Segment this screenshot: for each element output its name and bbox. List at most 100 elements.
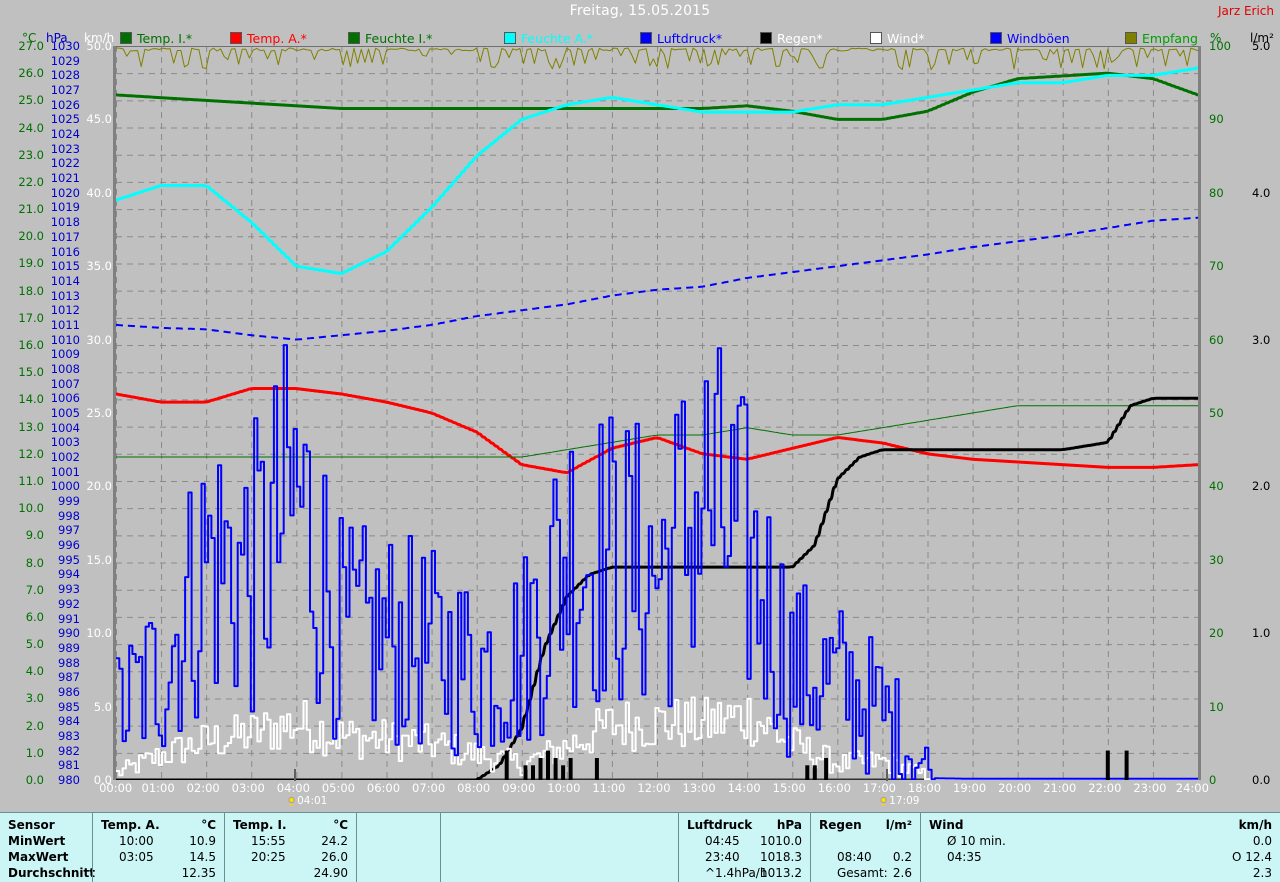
rain-bar	[812, 765, 817, 780]
legend-regen-swatch	[760, 32, 772, 44]
legend-windboeen[interactable]: Windböen	[990, 30, 1070, 46]
axis-tick-label: 2.0	[1252, 479, 1271, 494]
axis-tick-label: 997	[58, 523, 80, 538]
table-cell-value: 2.6	[892, 866, 912, 880]
axis-tick-label: 1004	[50, 420, 80, 435]
time-tick-label: 20:00	[998, 781, 1032, 795]
legend-windboeen-label: Windböen	[1007, 30, 1070, 46]
axis-caption-humidity: %	[1210, 31, 1222, 45]
axis-tick-label: 3.0	[1252, 332, 1271, 347]
legend-empfang[interactable]: Empfang	[1125, 30, 1198, 46]
axis-tick-label: 4.0	[1252, 185, 1271, 200]
sunset-marker: 17:09	[878, 795, 919, 807]
table-cell-value: l/m²	[885, 818, 912, 832]
axis-tick-label: 995	[58, 552, 80, 567]
legend-temp-innen-label: Temp. I.*	[137, 30, 193, 46]
table-cell-value: °C	[333, 818, 348, 832]
axis-tick-label: 999	[58, 494, 80, 509]
axis-tick-label: 6.0	[25, 609, 44, 624]
page-title: Freitag, 15.05.2015	[569, 3, 711, 19]
axis-tick-label: 35.0	[86, 259, 112, 274]
legend-luftdruck[interactable]: Luftdruck*	[640, 30, 722, 46]
time-tick-label: 24:00	[1175, 781, 1209, 795]
table-row-labels: Sensor MinWert MaxWert Durchschnitt	[0, 813, 95, 882]
rain-bar	[824, 758, 829, 780]
legend-temp-aussen[interactable]: Temp. A.*	[230, 30, 307, 46]
table-cell-time: Regen	[819, 818, 862, 832]
time-tick-label: 19:00	[953, 781, 987, 795]
table-cell-time: 23:40	[705, 850, 740, 864]
table-cell-time: 15:55	[251, 834, 286, 848]
rain-bar	[561, 765, 566, 780]
axis-tick-label: 8.0	[25, 555, 44, 570]
axis-tick-label: 996	[58, 538, 80, 553]
axis-tick-label: 13.0	[18, 419, 44, 434]
table-cell-time: Temp. A.	[101, 818, 160, 832]
axis-tick-label: 1024	[50, 127, 80, 142]
axis-caption-wind: km/h	[84, 31, 115, 45]
legend-feuchte-innen[interactable]: Feuchte I.*	[348, 30, 432, 46]
table-cell-value: 1018.3	[760, 850, 802, 864]
axis-tick-label: 10.0	[86, 626, 112, 641]
table-cell-time: 20:25	[251, 850, 286, 864]
axis-tick-label: 24.0	[18, 120, 44, 135]
axis-tick-label: 986	[58, 684, 80, 699]
table-cell-value: 0.0	[1252, 834, 1272, 848]
time-tick-label: 06:00	[366, 781, 401, 795]
axis-tick-label: 14.0	[18, 392, 44, 407]
axis-tick-label: 70	[1209, 259, 1224, 274]
axis-tick-label: 980	[58, 773, 80, 787]
sun-tick-mark	[886, 769, 889, 781]
axis-tick-label: 985	[58, 699, 80, 714]
axis-tick-label: 30.0	[86, 332, 112, 347]
table-cell-value: hPa	[776, 818, 802, 832]
rain-bar	[553, 758, 558, 780]
axis-tick-label: 21.0	[18, 202, 44, 217]
legend-luftdruck-swatch	[640, 32, 652, 44]
legend-feuchte-aussen[interactable]: Feuchte A.*	[504, 30, 593, 46]
legend-feuchte-aussen-label: Feuchte A.*	[521, 30, 594, 46]
axis-tick-label: 1027	[50, 83, 80, 98]
axis-tick-label: 1002	[50, 450, 80, 465]
axis-tick-label: 20.0	[18, 229, 44, 244]
legend-feuchte-aussen-swatch	[504, 32, 516, 44]
rain-bar	[1124, 750, 1129, 780]
rain-bar	[531, 765, 535, 780]
time-tick-label: 01:00	[141, 781, 175, 795]
time-tick-label: 17:00	[862, 781, 896, 795]
summary-table: Sensor MinWert MaxWert Durchschnitt Temp. A.…	[0, 812, 1280, 882]
weather-chart-plot[interactable]	[113, 46, 1201, 780]
legend-wind[interactable]: Wind*	[870, 30, 925, 46]
legend-empfang-label: Empfang	[1142, 30, 1198, 46]
axis-tick-label: 26.0	[18, 66, 44, 81]
axis-tick-label: 15.0	[86, 552, 112, 567]
time-tick-label: 02:00	[186, 781, 220, 795]
table-row-label: MaxWert	[8, 850, 69, 864]
axis-tick-label: 17.0	[18, 310, 44, 325]
time-tick-label: 05:00	[321, 781, 355, 795]
time-tick-label: 18:00	[907, 781, 942, 795]
sunrise-icon	[286, 795, 297, 806]
legend-empfang-swatch	[1125, 32, 1137, 44]
table-cell-value: 0.2	[892, 850, 912, 864]
table-cell-value: 26.0	[321, 850, 348, 864]
legend-wind-swatch	[870, 32, 882, 44]
axis-tick-label: 40	[1209, 479, 1224, 494]
time-tick-label: 14:00	[727, 781, 761, 795]
time-tick-label: 04:00	[276, 781, 310, 795]
axis-tick-label: 988	[58, 655, 80, 670]
table-cell-time: Wind	[929, 818, 964, 832]
legend-temp-innen[interactable]: Temp. I.*	[120, 30, 192, 46]
rain-bar	[1105, 750, 1110, 780]
rain-bar	[805, 765, 810, 780]
table-group-temp-aussen: Temp. A. °C 10:00 10.9 03:05 14.5 12.35	[92, 813, 224, 882]
axis-tick-label: 18.0	[18, 283, 44, 298]
axis-tick-label: 983	[58, 728, 80, 743]
rain-bar	[546, 750, 550, 780]
legend-regen[interactable]: Regen*	[760, 30, 823, 46]
axis-tick-label: 992	[58, 596, 80, 611]
time-tick-label: 03:00	[231, 781, 265, 795]
table-cell-time: 03:05	[119, 850, 154, 864]
table-cell-time: Ø 10 min.	[947, 834, 1006, 848]
axis-tick-label: 1014	[50, 273, 80, 288]
